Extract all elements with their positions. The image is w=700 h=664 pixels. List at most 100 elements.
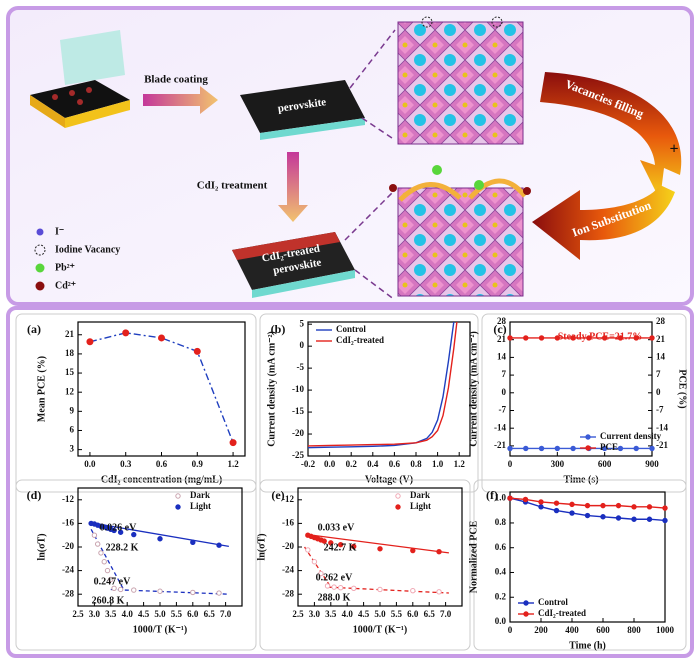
data-point xyxy=(586,335,592,341)
legend-label: Light xyxy=(410,501,431,511)
annotation: 0.262 eV xyxy=(316,572,353,583)
y-tick-label: -12 xyxy=(282,494,294,504)
data-point xyxy=(507,335,513,341)
y-tick-label: -16 xyxy=(62,517,74,527)
data-point xyxy=(538,335,545,341)
fit-line xyxy=(327,586,449,594)
plot-area xyxy=(77,321,246,457)
data-point xyxy=(122,329,130,337)
annotation: 0.026 eV xyxy=(100,522,137,533)
data-point xyxy=(538,499,544,505)
data-point xyxy=(554,335,561,341)
data-point xyxy=(305,547,311,553)
x-axis-label: 1000/T (K⁻¹) xyxy=(133,624,187,635)
chart-panel: (f) 0 200 400 600 800 1000 0.0 0.2 0.4 0.6 0.8 1.0 Ti… xyxy=(468,479,687,651)
plot-area xyxy=(307,321,471,457)
y-tick-label: 5 xyxy=(300,318,305,328)
x-tick-label: 0 xyxy=(508,459,513,469)
legend-label: CdI₂-treated xyxy=(538,608,586,618)
substrate-cartoon xyxy=(30,30,130,128)
y-tick-label: -24 xyxy=(62,565,74,575)
annotation: 0.247 eV xyxy=(94,576,131,587)
data-point xyxy=(569,510,575,516)
data-point xyxy=(351,585,357,591)
plot-area xyxy=(509,491,666,623)
panel-label: (e) xyxy=(271,488,284,502)
x-tick-label: 800 xyxy=(627,625,641,635)
data-point xyxy=(157,588,163,594)
x-tick-label: 7.0 xyxy=(440,609,452,619)
x-tick-label: 0 xyxy=(508,625,513,635)
x-tick-label: 5.0 xyxy=(154,609,166,619)
data-point xyxy=(523,335,529,341)
panel-frame xyxy=(473,479,687,651)
x-tick-label: 6.0 xyxy=(407,609,419,619)
data-point xyxy=(410,587,416,594)
y-tick-label: 9 xyxy=(70,405,75,415)
fit-line xyxy=(110,588,229,595)
data-point xyxy=(617,445,624,452)
data-point xyxy=(554,445,561,452)
y-axis-label: ln(σT) xyxy=(36,533,47,560)
data-point xyxy=(569,501,575,508)
x-tick-label: 0.0 xyxy=(84,459,96,469)
perovskite-film xyxy=(240,80,365,140)
annotation: 0.033 eV xyxy=(318,522,355,533)
y-tick-label: -21 xyxy=(494,440,506,450)
data-point xyxy=(410,547,416,554)
data-point xyxy=(229,439,237,447)
legend-marker xyxy=(585,434,591,440)
zoom-lines xyxy=(344,29,396,301)
x-tick-label: 0.6 xyxy=(156,459,168,469)
data-point xyxy=(108,576,114,583)
data-point xyxy=(101,559,107,565)
legend-label: Control xyxy=(538,597,568,607)
schematic-legend xyxy=(34,228,46,291)
x-tick-label: 0.2 xyxy=(346,459,358,469)
y-tick-label: 0.2 xyxy=(495,591,507,601)
data-point xyxy=(553,500,560,506)
x-tick-label: 1.0 xyxy=(432,459,444,469)
legend-label: CdI₂-treated xyxy=(336,335,384,345)
legend-label: Current density xyxy=(600,431,662,441)
y-tick-label: 7 xyxy=(502,369,507,379)
substitution-arrow xyxy=(532,185,675,260)
x-tick-label: 400 xyxy=(565,625,579,635)
y-axis-label: Current density (mA cm⁻²) xyxy=(266,331,277,447)
data-point xyxy=(662,517,668,524)
treatment-arrow xyxy=(278,152,308,222)
y-axis-label: ln(σT) xyxy=(256,533,267,560)
data-point xyxy=(662,505,668,511)
y2-tick-label: 21 xyxy=(656,334,666,344)
data-point xyxy=(646,516,653,522)
x-tick-label: 0.8 xyxy=(410,459,422,469)
y-tick-label: -25 xyxy=(292,450,304,460)
data-point xyxy=(331,584,337,590)
data-point xyxy=(553,507,560,514)
y2-tick-label: 7 xyxy=(656,369,661,379)
data-point xyxy=(538,504,544,510)
y-tick-label: 18 xyxy=(65,348,75,358)
legend-label: Dark xyxy=(410,490,430,500)
data-point xyxy=(617,335,624,341)
x-tick-label: 4.5 xyxy=(358,609,370,619)
treatment-label: CdI₂ treatment xyxy=(197,180,268,192)
data-point xyxy=(117,586,124,593)
data-point xyxy=(337,541,344,548)
data-point xyxy=(631,504,637,510)
legend-marker xyxy=(523,600,529,606)
data-point xyxy=(190,539,196,545)
vacancy xyxy=(491,16,503,28)
y-tick-label: -14 xyxy=(494,422,506,432)
annotation: 228.2 K xyxy=(106,542,139,553)
x-tick-label: 6.5 xyxy=(424,609,436,619)
panel-label: (c) xyxy=(493,322,506,336)
data-point xyxy=(601,335,608,341)
fit-line xyxy=(304,546,332,588)
y2-axis-label: PCE (%) xyxy=(677,369,688,408)
y-tick-label: -20 xyxy=(62,541,74,551)
series-line xyxy=(308,322,458,447)
x-tick-label: 2.5 xyxy=(72,609,84,619)
x-tick-label: 4.5 xyxy=(138,609,150,619)
